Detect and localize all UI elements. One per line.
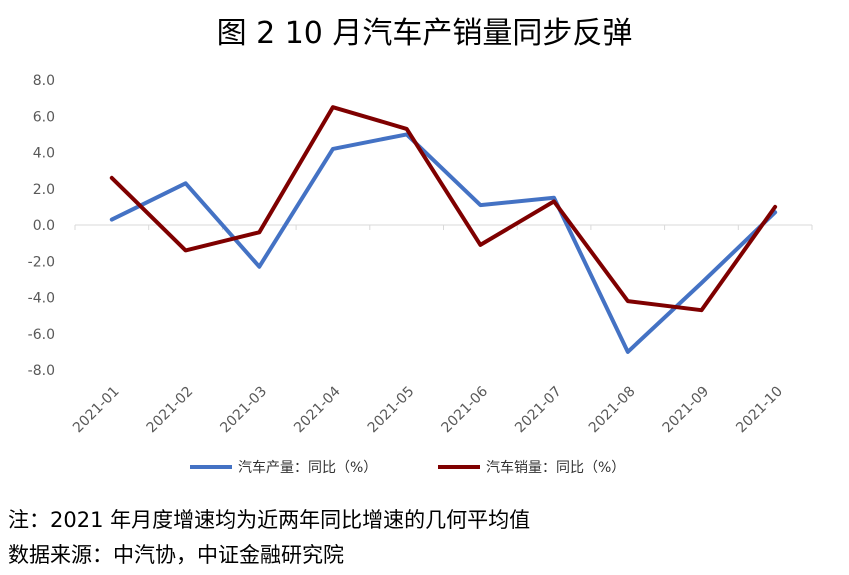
x-tick-label: 2021-08 (586, 384, 639, 437)
x-tick-label: 2021-03 (217, 384, 270, 437)
y-tick-label: -8.0 (28, 363, 55, 379)
x-axis: 2021-01 2021-02 2021-03 2021-04 2021-05 2021-… (70, 224, 813, 437)
x-tick-label: 2021-07 (512, 384, 565, 437)
x-tick-label: 2021-06 (438, 383, 491, 436)
legend: 汽车产量：同比（%） 汽车销量：同比（%） (190, 459, 625, 476)
x-tick-label: 2021-09 (660, 384, 713, 437)
y-tick-label: 4.0 (33, 146, 55, 162)
x-tick-label: 2021-01 (70, 384, 123, 437)
footnote: 注：2021 年月度增速均为近两年同比增速的几何平均值 (8, 508, 531, 532)
y-axis: 8.0 6.0 4.0 2.0 0.0 -2.0 -4.0 -6.0 -8.0 (28, 73, 55, 379)
y-tick-label: 0.0 (33, 218, 55, 234)
y-tick-label: -4.0 (28, 291, 55, 307)
series-line-1 (109, 132, 778, 354)
x-tick-label: 2021-05 (365, 384, 418, 437)
x-tick-label: 2021-02 (144, 384, 197, 437)
x-tick-label: 2021-04 (291, 383, 344, 436)
source-note: 数据来源：中汽协，中证金融研究院 (8, 543, 344, 567)
line-chart: 8.06.04.02.00.0-2.0-4.0-6.0-8.0 2021-01 2… (28, 73, 813, 476)
series-line-2 (109, 105, 778, 313)
y-tick-label: -6.0 (28, 327, 55, 343)
chart-title: 图 2 10 月汽车产销量同步反弹 (216, 16, 633, 51)
y-tick-label: 8.0 (33, 73, 55, 89)
y-tick-label: 6.0 (33, 109, 55, 125)
y-tick-label: -2.0 (28, 254, 55, 270)
x-tick-label: 2021-10 (733, 384, 786, 437)
legend-label: 汽车销量：同比（%） (486, 459, 625, 476)
plot-area (109, 105, 778, 354)
y-tick-label: 2.0 (33, 182, 55, 198)
legend-label: 汽车产量：同比（%） (238, 459, 377, 476)
